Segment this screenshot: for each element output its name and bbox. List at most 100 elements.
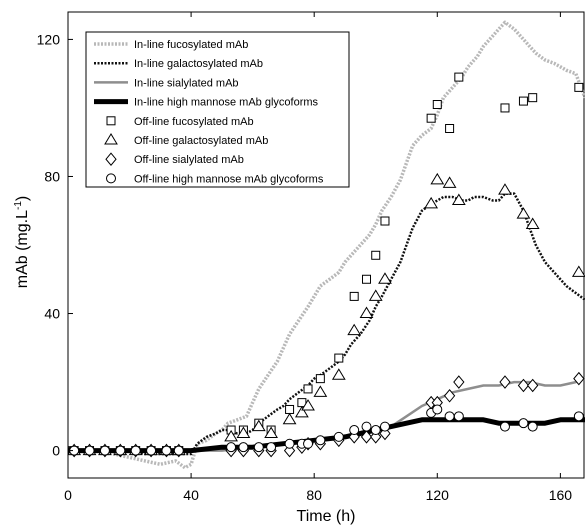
data-point-circle — [238, 442, 249, 453]
series-line-2 — [67, 192, 585, 456]
y-tick-label: 40 — [44, 306, 60, 322]
data-point-circle — [146, 445, 157, 456]
data-point-circle — [303, 438, 314, 449]
y-axis-title-sup: -1 — [13, 201, 24, 210]
series-markers-triangle — [67, 172, 585, 456]
data-point-square — [349, 291, 359, 301]
data-point-circle — [453, 411, 464, 422]
y-axis-title: mAb (mg.L-1) — [13, 196, 31, 288]
legend-entry: Off-line high mannose mAb glycoforms — [106, 173, 324, 185]
data-point-triangle — [236, 426, 251, 438]
data-point-triangle — [224, 429, 238, 442]
legend-label: Off-line sialylated mAb — [134, 154, 244, 166]
line-path — [68, 20, 585, 470]
data-point-triangle — [359, 306, 374, 319]
legend-label: In-line galactosylated mAb — [134, 58, 263, 70]
data-point-diamond — [517, 378, 530, 393]
legend-label: In-line high mannose mAb glycoforms — [134, 97, 319, 109]
data-point-circle — [379, 421, 390, 432]
x-tick-label: 80 — [306, 487, 322, 503]
data-point-triangle — [294, 405, 309, 418]
data-point-square — [454, 72, 464, 82]
line-path — [67, 192, 585, 456]
data-point-circle — [361, 421, 372, 432]
legend: In-line fucosylated mAb In-line galactosy… — [85, 31, 350, 188]
data-point-square — [528, 93, 538, 103]
series-layer — [67, 20, 585, 470]
data-point-circle — [349, 425, 360, 436]
legend-entry: In-line high mannose mAb glycoforms — [94, 97, 319, 109]
data-point-circle — [84, 445, 95, 456]
legend-label: In-line sialylated mAb — [134, 77, 239, 89]
data-point-square — [334, 353, 344, 363]
data-point-diamond — [443, 388, 456, 403]
y-axis-title-close: ) — [14, 196, 31, 201]
y-tick-label: 0 — [52, 443, 60, 459]
x-tick-label: 0 — [64, 487, 72, 503]
x-tick-label: 40 — [183, 487, 199, 503]
data-point-triangle — [571, 265, 585, 277]
data-point-circle — [527, 421, 538, 432]
plot-frame — [67, 11, 585, 479]
data-point-triangle — [331, 368, 346, 380]
data-point-square — [574, 82, 584, 92]
data-point-circle — [499, 421, 510, 432]
data-point-triangle — [301, 399, 315, 411]
legend-marker-swatch — [106, 116, 116, 126]
legend-label: Off-line high mannose mAb glycoforms — [134, 173, 324, 185]
data-point-circle — [518, 418, 529, 429]
data-point-circle — [130, 445, 141, 456]
data-point-circle — [333, 431, 344, 442]
legend-marker-swatch — [106, 173, 116, 184]
data-point-circle — [444, 411, 455, 422]
data-point-square — [500, 103, 510, 113]
legend-entry: In-line galactosylated mAb — [94, 58, 263, 70]
data-point-diamond — [499, 375, 511, 389]
data-point-triangle — [368, 289, 383, 301]
legend-entry: Off-line fucosylated mAb — [106, 116, 254, 128]
data-point-circle — [315, 435, 326, 446]
x-tick-label: 120 — [426, 487, 450, 503]
data-point-circle — [173, 445, 184, 456]
data-point-circle — [573, 411, 584, 422]
legend-marker-swatch — [104, 133, 118, 145]
data-point-triangle — [424, 196, 439, 209]
data-point-triangle — [282, 412, 297, 425]
data-point-triangle — [251, 419, 266, 432]
data-point-square — [362, 274, 372, 284]
legend-box — [85, 31, 350, 188]
data-point-diamond — [527, 378, 539, 393]
data-point-diamond — [360, 430, 373, 444]
data-point-diamond — [573, 371, 585, 386]
data-point-circle — [266, 442, 277, 453]
data-point-triangle — [451, 193, 466, 205]
legend-entry: Off-line galactosylated mAb — [104, 133, 268, 147]
series-markers-circle — [69, 404, 584, 456]
data-point-triangle — [516, 207, 531, 219]
data-point-square — [445, 124, 455, 133]
legend-entry: In-line sialylated mAb — [94, 77, 239, 89]
legend-entry: Off-line sialylated mAb — [105, 152, 244, 166]
data-point-circle — [99, 445, 110, 456]
plot-area-border — [67, 11, 585, 479]
x-tick-label: 160 — [549, 487, 573, 503]
data-point-square — [380, 216, 390, 226]
data-point-circle — [226, 442, 237, 453]
data-point-circle — [161, 445, 172, 456]
data-point-triangle — [525, 217, 540, 229]
ticks-layer: 0 40 80 120 160 0 40 80 120 — [37, 12, 573, 503]
data-point-triangle — [378, 272, 392, 284]
data-point-circle — [284, 438, 295, 449]
y-axis-title-main: mAb (mg.L — [14, 210, 31, 288]
data-point-circle — [432, 404, 443, 415]
y-tick-label: 120 — [37, 31, 61, 47]
data-point-triangle — [264, 426, 278, 438]
series-markers-diamond — [68, 371, 585, 458]
data-point-square — [518, 96, 528, 106]
legend-label: In-line fucosylated mAb — [134, 39, 248, 51]
data-point-triangle — [347, 323, 362, 336]
data-point-triangle — [442, 176, 457, 188]
series-line-1 — [68, 20, 585, 470]
y-tick-label: 80 — [44, 168, 60, 184]
